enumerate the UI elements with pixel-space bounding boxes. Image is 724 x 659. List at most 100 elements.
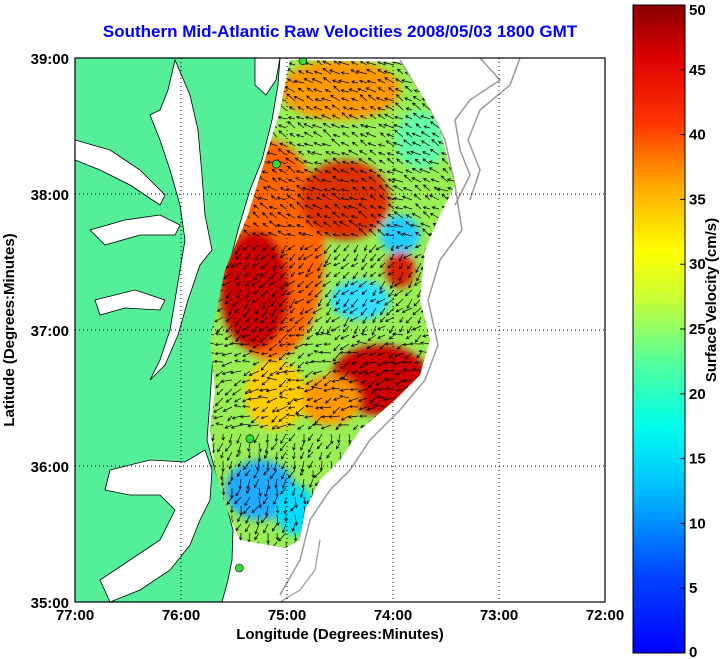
velocity-arrow (281, 244, 287, 255)
velocity-arrow (210, 340, 215, 345)
velocity-arrow (334, 203, 341, 210)
velocity-arrow (268, 220, 278, 228)
velocity-arrow (282, 289, 287, 297)
velocity-arrow (351, 131, 359, 138)
velocity-arrow (377, 61, 386, 66)
velocity-arrow (363, 271, 368, 278)
velocity-arrow (321, 414, 332, 419)
velocity-arrow (277, 177, 287, 183)
velocity-arrow (226, 496, 233, 506)
velocity-arrow (273, 496, 278, 506)
velocity-arrow (326, 307, 332, 316)
velocity-arrow (281, 280, 287, 291)
velocity-arrow (365, 87, 377, 93)
velocity-arrow (382, 61, 395, 66)
velocity-arrow (303, 342, 314, 347)
velocity-arrow (266, 376, 278, 381)
velocity-arrow (296, 215, 305, 219)
velocity-arrow (353, 424, 359, 431)
velocity-arrow (280, 316, 287, 325)
velocity-arrow (360, 124, 368, 129)
velocity-arrow (252, 343, 260, 349)
velocity-arrow (321, 359, 332, 363)
velocity-arrow (313, 88, 323, 93)
velocity-arrow (369, 271, 377, 277)
velocity-arrow (338, 377, 350, 381)
velocity-arrow (313, 106, 323, 111)
velocity-arrow (266, 397, 278, 404)
velocity-arrow (297, 106, 305, 111)
velocity-arrow (283, 496, 288, 505)
velocity-arrow (313, 397, 323, 403)
velocity-arrow (241, 404, 251, 409)
colorbar (632, 4, 686, 654)
velocity-arrow (393, 185, 404, 192)
velocity-arrow (384, 342, 395, 346)
velocity-arrow (349, 307, 359, 314)
colorbar-tick-label: 40 (689, 127, 706, 144)
velocity-arrow (295, 333, 305, 338)
velocity-arrow (244, 298, 251, 309)
velocity-arrow (313, 70, 323, 75)
velocity-arrow (358, 158, 368, 165)
velocity-arrow (326, 298, 332, 307)
velocity-arrow (276, 223, 287, 228)
velocity-arrow (284, 514, 288, 523)
velocity-arrow (332, 369, 341, 373)
velocity-arrow (411, 213, 422, 219)
velocity-arrow (214, 332, 224, 336)
velocity-arrow (377, 271, 386, 277)
velocity-arrow (377, 334, 386, 339)
velocity-arrow (228, 433, 233, 444)
velocity-arrow (399, 262, 404, 270)
velocity-arrow (298, 262, 305, 269)
velocity-arrow (259, 202, 269, 210)
velocity-arrow (238, 478, 242, 490)
velocity-arrow (224, 424, 233, 429)
velocity-arrow (241, 359, 251, 363)
velocity-arrow (324, 205, 332, 210)
velocity-arrow (305, 70, 314, 75)
velocity-arrow (287, 116, 296, 120)
velocity-arrow (319, 350, 332, 355)
velocity-arrow (339, 221, 350, 228)
velocity-arrow (289, 307, 296, 314)
velocity-arrow (414, 253, 422, 259)
velocity-arrow (324, 89, 332, 93)
velocity-arrow (306, 334, 314, 340)
velocity-arrow (325, 253, 332, 265)
velocity-arrow (310, 385, 323, 390)
velocity-arrow (398, 253, 404, 262)
velocity-arrow (295, 413, 305, 417)
velocity-arrow (442, 168, 449, 174)
velocity-arrow (336, 298, 341, 305)
velocity-arrow (324, 170, 332, 174)
velocity-arrow (211, 433, 215, 442)
velocity-arrow (363, 244, 368, 252)
velocity-arrow (305, 280, 314, 289)
velocity-arrow (300, 244, 305, 251)
velocity-arrow (287, 397, 296, 405)
velocity-arrow (364, 361, 377, 365)
velocity-arrow (368, 228, 377, 237)
velocity-arrow (440, 175, 449, 183)
velocity-arrow (369, 149, 377, 156)
velocity-arrow (289, 316, 296, 322)
velocity-arrow (366, 406, 377, 411)
velocity-arrow (287, 224, 296, 228)
velocity-arrow (309, 478, 314, 488)
velocity-arrow (266, 185, 278, 192)
velocity-arrow (263, 523, 269, 534)
velocity-arrow (340, 415, 350, 421)
velocity-arrow (334, 334, 341, 341)
velocity-arrow (416, 271, 422, 282)
x-tick-label: 74:00 (374, 607, 412, 624)
velocity-arrow (393, 223, 404, 228)
velocity-arrow (297, 289, 305, 294)
velocity-arrow (306, 397, 314, 402)
velocity-arrow (279, 361, 287, 371)
velocity-arrow (430, 178, 440, 183)
velocity-arrow (341, 112, 350, 120)
velocity-arrow (369, 298, 377, 303)
velocity-arrow (397, 343, 404, 350)
